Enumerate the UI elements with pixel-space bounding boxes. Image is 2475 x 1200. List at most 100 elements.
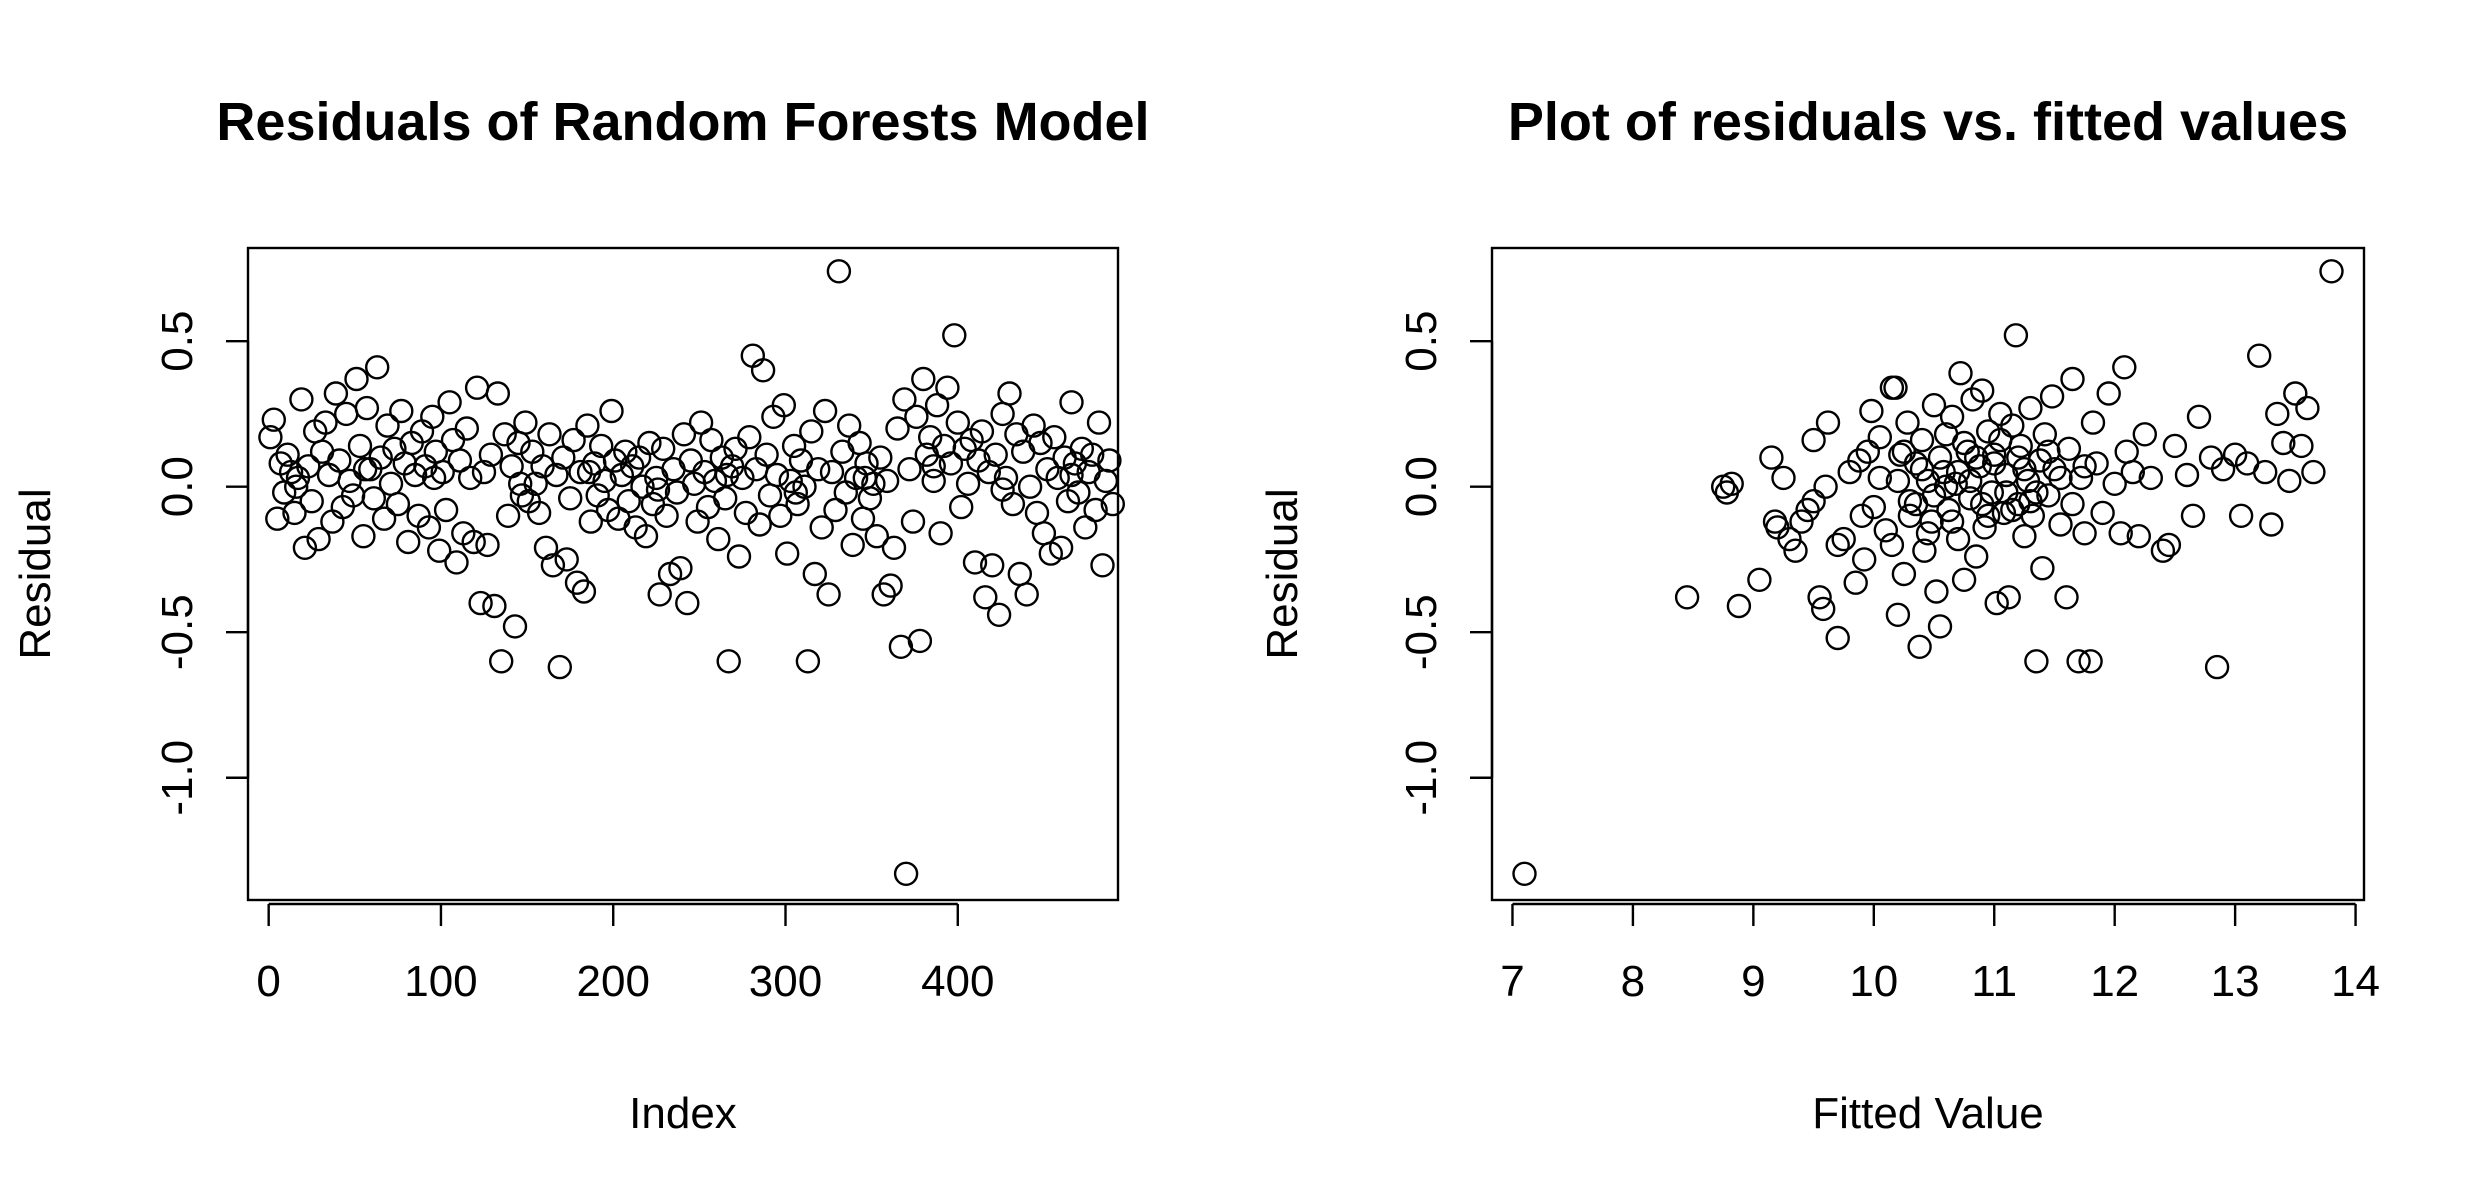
- right-x-tick-label: 11: [1971, 957, 2017, 1006]
- right-data-point: [1813, 474, 1838, 499]
- left-data-point: [578, 509, 603, 534]
- left-data-point: [654, 503, 679, 528]
- right-data-point: [1747, 567, 1772, 592]
- left-data-point: [547, 654, 572, 680]
- left-data-point: [558, 486, 583, 511]
- left-data-point: [983, 442, 1008, 467]
- right-data-point: [1512, 861, 1537, 886]
- right-data-point: [2024, 480, 2049, 505]
- right-data-point: [1945, 526, 1971, 552]
- left-data-point: [1066, 480, 1091, 505]
- right-data-point: [1975, 419, 2001, 444]
- right-data-point: [2012, 457, 2037, 482]
- left-data-point: [258, 425, 283, 450]
- right-data-point: [1927, 614, 1953, 639]
- right-y-tick-label: -1.0: [1397, 740, 1446, 816]
- left-data-point: [706, 526, 731, 552]
- right-data-point: [1909, 457, 1935, 482]
- right-points: [1512, 259, 2344, 886]
- left-data-point: [568, 459, 593, 485]
- left-data-point: [1021, 413, 1046, 438]
- right-data-point: [1815, 410, 1841, 435]
- left-data-point: [754, 442, 779, 467]
- right-data-point: [1969, 491, 1995, 517]
- right-data-point: [2198, 445, 2224, 470]
- left-y-tick-label: -1.0: [153, 740, 202, 816]
- left-data-point: [671, 422, 697, 447]
- left-data-point: [900, 509, 926, 534]
- left-data-point: [969, 419, 995, 444]
- left-data-point: [819, 459, 845, 485]
- left-data-point: [352, 457, 378, 482]
- left-data-point: [645, 477, 671, 502]
- left-x-axis-label: Index: [629, 1089, 737, 1138]
- left-y-tick-label: 0.0: [153, 456, 202, 517]
- right-data-point: [1810, 596, 1836, 622]
- right-y-tick-label: 0.5: [1397, 311, 1446, 372]
- left-data-point: [750, 358, 776, 383]
- left-data-point: [921, 468, 946, 494]
- left-data-point: [826, 259, 852, 284]
- left-data-point: [585, 483, 610, 508]
- left-data-point: [1024, 500, 1050, 526]
- left-data-point: [907, 628, 933, 654]
- left-data-point: [640, 491, 666, 517]
- right-data-point: [1885, 468, 1911, 494]
- right-plot-frame: [1490, 246, 2366, 902]
- left-data-point: [740, 343, 765, 368]
- left-data-point: [344, 366, 369, 392]
- left-data-point: [495, 503, 521, 528]
- right-data-point: [1777, 526, 1802, 552]
- left-data-point: [911, 366, 936, 392]
- right-data-point: [2132, 422, 2158, 447]
- left-data-point: [576, 459, 602, 485]
- left-data-point: [416, 515, 442, 540]
- left-data-point: [1007, 561, 1032, 587]
- right-data-point: [1915, 521, 1941, 546]
- left-data-point: [857, 486, 883, 511]
- left-data-point: [1000, 491, 1026, 517]
- left-data-point: [292, 535, 318, 560]
- left-data-point: [726, 544, 752, 569]
- right-data-point: [1912, 538, 1937, 563]
- left-data-point: [523, 471, 548, 496]
- right-x-axis: 7 8 9 10 11 12 13 14: [1500, 902, 2380, 1006]
- left-data-point: [513, 410, 538, 435]
- left-data-point: [1017, 474, 1043, 499]
- right-data-point: [2006, 445, 2031, 470]
- left-data-point: [949, 494, 974, 520]
- left-y-axis-label: Residual: [11, 488, 60, 659]
- left-data-point: [713, 486, 738, 511]
- right-data-point: [2048, 465, 2073, 491]
- residuals-index-panel: Residuals of Random Forests Model 0 100 20…: [11, 92, 1150, 1138]
- right-data-point: [2060, 491, 2085, 517]
- left-data-point: [575, 413, 600, 438]
- left-x-tick-label: 300: [749, 957, 822, 1006]
- left-data-point: [852, 465, 877, 491]
- right-data-point: [1963, 544, 1989, 569]
- right-data-point: [2228, 503, 2254, 528]
- left-data-point: [775, 541, 800, 566]
- right-data-point: [1674, 585, 1700, 610]
- right-data-point: [2060, 366, 2085, 392]
- left-data-point: [768, 503, 793, 528]
- left-data-point: [320, 509, 345, 534]
- left-data-point: [444, 550, 469, 575]
- left-data-point: [695, 494, 721, 520]
- left-points: [258, 259, 1126, 886]
- right-data-point: [1771, 465, 1796, 491]
- right-data-point: [1719, 471, 1744, 496]
- left-data-point: [962, 550, 988, 575]
- left-data-point: [1014, 582, 1039, 607]
- left-data-point: [945, 410, 970, 435]
- right-data-point: [2056, 436, 2082, 461]
- right-data-point: [1895, 410, 1920, 435]
- left-data-point: [771, 393, 796, 418]
- right-data-point: [1994, 480, 2019, 505]
- right-data-point: [2036, 483, 2061, 508]
- left-data-point: [928, 521, 953, 546]
- right-data-point: [2204, 654, 2230, 680]
- right-data-point: [1897, 503, 1923, 528]
- left-data-point: [378, 471, 404, 496]
